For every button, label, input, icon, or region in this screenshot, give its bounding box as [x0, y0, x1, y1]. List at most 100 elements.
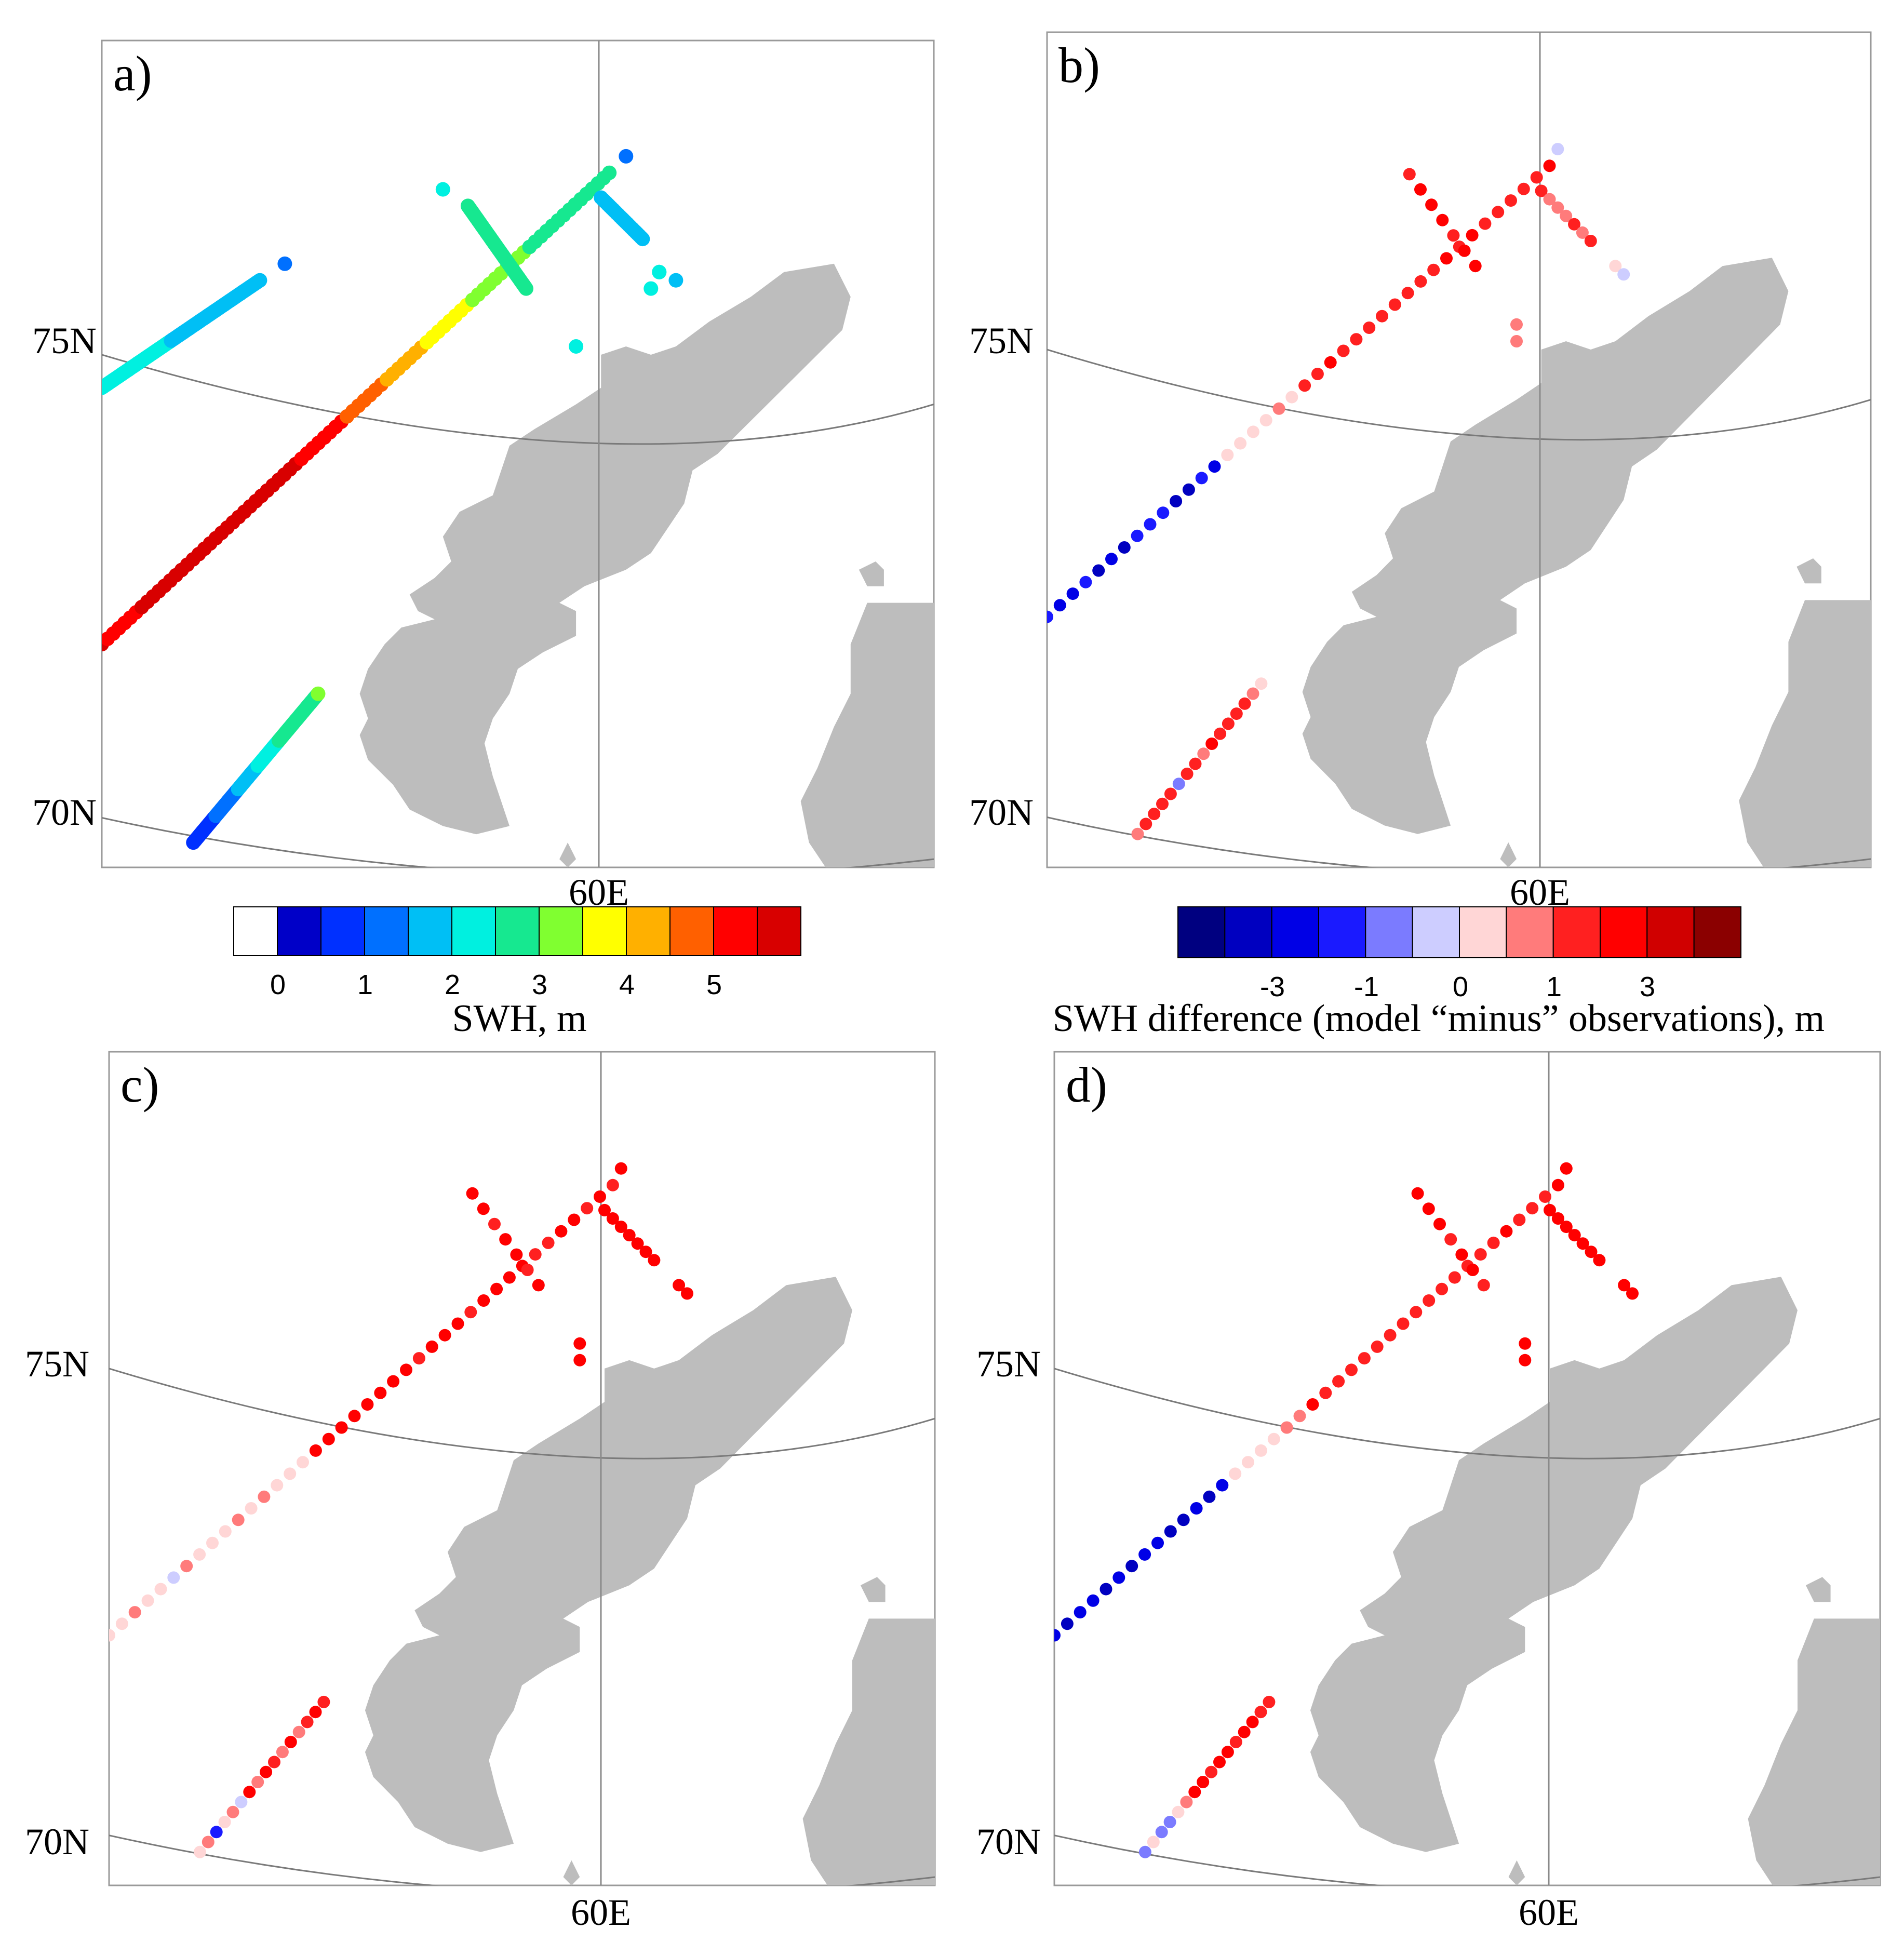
data-point: [425, 1340, 438, 1353]
land-island: [1796, 558, 1821, 584]
data-point: [1230, 707, 1243, 720]
data-point: [1560, 209, 1573, 222]
data-point: [1138, 1548, 1151, 1561]
colorbar-swatch: [626, 906, 671, 956]
data-point: [1403, 168, 1416, 181]
data-point: [1384, 1329, 1397, 1342]
colorbar-tick-label: 1: [357, 969, 373, 1000]
data-point: [1234, 437, 1247, 450]
data-point: [1177, 1514, 1190, 1526]
data-point: [1469, 260, 1482, 273]
data-point: [245, 1502, 258, 1515]
data-point: [1172, 1805, 1185, 1818]
data-point: [519, 281, 533, 296]
data-point: [1363, 322, 1376, 334]
lon-label-60e: 60E: [1519, 1892, 1579, 1933]
colorbar-swatch: [233, 906, 278, 956]
data-point: [1242, 1456, 1254, 1469]
data-point: [1164, 1525, 1177, 1538]
data-point: [206, 1536, 219, 1549]
data-point: [210, 1826, 223, 1839]
data-point: [1156, 797, 1169, 810]
colorbar-swatch: [669, 906, 714, 956]
data-point: [606, 1212, 619, 1225]
map-area: [109, 1052, 935, 1885]
data-point: [1213, 1756, 1226, 1769]
data-point: [1560, 1221, 1573, 1234]
data-point: [292, 1725, 305, 1738]
data-point: [619, 149, 634, 164]
data-point: [1427, 263, 1440, 276]
data-point: [1182, 483, 1195, 496]
data-point: [1543, 193, 1556, 206]
colorbar-swatch: [1600, 906, 1648, 958]
data-point: [226, 1805, 239, 1818]
land-novaya-zemlya: [359, 263, 851, 835]
colorbar-swatch: [1365, 906, 1413, 958]
data-point: [1164, 787, 1177, 800]
data-point: [464, 1306, 477, 1319]
parallel-70n: [1047, 816, 1871, 867]
data-point: [317, 1695, 330, 1708]
colorbar-tick-label: -3: [1260, 971, 1285, 1002]
data-point: [1139, 818, 1152, 831]
colorbar-swatch: [1177, 906, 1226, 958]
data-point: [1444, 1233, 1457, 1246]
data-point: [542, 1236, 555, 1249]
data-point: [648, 1254, 661, 1267]
data-point: [1568, 1229, 1581, 1242]
data-point: [1618, 1279, 1631, 1292]
data-point: [412, 1352, 425, 1365]
data-point: [271, 1479, 284, 1492]
data-point: [1298, 379, 1311, 392]
data-point: [451, 1317, 464, 1330]
data-point: [219, 1525, 232, 1538]
data-point: [623, 1229, 636, 1242]
data-point: [1144, 518, 1157, 531]
data-point: [1151, 1536, 1164, 1549]
data-point: [1180, 1796, 1193, 1809]
data-point: [521, 1264, 534, 1276]
data-point: [154, 1583, 167, 1596]
data-point: [1609, 260, 1622, 273]
data-point: [1131, 529, 1144, 542]
data-point: [438, 1329, 451, 1342]
data-point: [568, 1213, 581, 1226]
data-point: [1479, 217, 1492, 230]
data-point: [1358, 1352, 1371, 1365]
data-point: [335, 1421, 348, 1434]
data-point: [1535, 184, 1548, 197]
land-novaya-zemlya: [365, 1277, 852, 1852]
colorbar-title: SWH, m: [452, 997, 587, 1040]
data-point: [1190, 1502, 1203, 1515]
data-point: [1195, 472, 1208, 485]
data-point: [477, 1202, 490, 1215]
colorbar-swatch: [1506, 906, 1554, 958]
data-point: [1477, 1279, 1490, 1292]
data-point: [1112, 1571, 1125, 1584]
data-point: [141, 1594, 154, 1607]
data-point: [614, 1221, 627, 1234]
colorbar-tick-label: 0: [270, 969, 286, 1000]
data-point: [1551, 201, 1564, 214]
data-point: [681, 1287, 693, 1300]
colorbar-swatch: [320, 906, 365, 956]
land-novaya-zemlya: [1310, 1277, 1798, 1852]
data-point: [1436, 1282, 1449, 1295]
data-point: [311, 686, 326, 701]
data-point: [235, 1796, 248, 1809]
data-point: [1422, 1202, 1435, 1215]
data-point: [643, 281, 659, 296]
data-point: [180, 1560, 193, 1573]
land-island: [1805, 1577, 1831, 1602]
data-point: [128, 1606, 141, 1619]
panels-root: a) 75N 70N 60E b) 75N 70N 60E c) 75N 70N 60E d) 75N 70…: [25, 31, 1881, 1933]
data-point: [374, 1386, 387, 1399]
data-point: [1155, 1826, 1168, 1839]
data-point: [1519, 1337, 1532, 1350]
data-point: [555, 1225, 568, 1238]
data-point: [1229, 1735, 1242, 1748]
data-point: [1254, 1444, 1267, 1457]
data-point: [435, 182, 450, 197]
